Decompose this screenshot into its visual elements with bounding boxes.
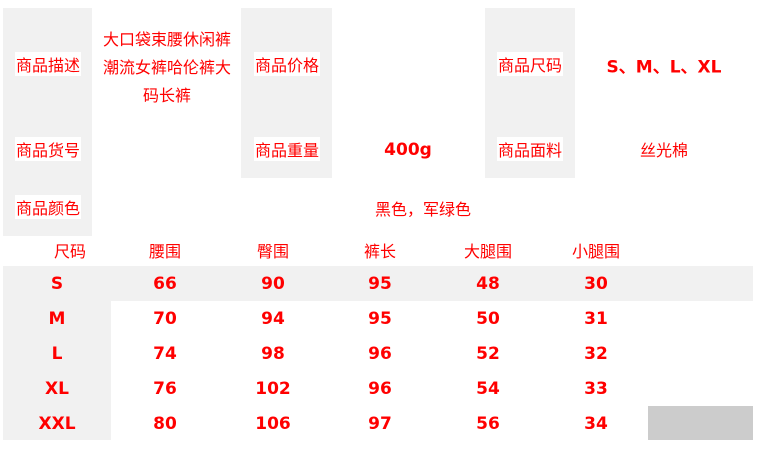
color-value: 黑色，军绿色 <box>374 200 472 219</box>
corner-block <box>648 406 753 440</box>
measure-cell: 97 <box>368 414 392 434</box>
size-cell: S <box>50 274 64 294</box>
color-label: 商品颜色 <box>14 195 82 219</box>
table-header: 尺码 <box>53 242 87 261</box>
table-header: 臀围 <box>256 242 290 261</box>
weight-label: 商品重量 <box>253 137 321 161</box>
size-cell: XL <box>45 379 69 399</box>
measure-cell: 95 <box>368 274 392 294</box>
table-header: 腰围 <box>148 242 182 261</box>
measure-cell: 31 <box>584 309 608 329</box>
measure-cell: 52 <box>476 344 500 364</box>
measure-cell: 76 <box>153 379 177 399</box>
measure-cell: 74 <box>153 344 177 364</box>
measure-cell: 30 <box>584 274 608 294</box>
measure-cell: 70 <box>153 309 177 329</box>
measure-cell: 102 <box>255 379 291 399</box>
measure-cell: 34 <box>584 414 608 434</box>
measure-cell: 95 <box>368 309 392 329</box>
table-header: 大腿围 <box>463 242 513 261</box>
measure-cell: 80 <box>153 414 177 434</box>
row-s-bg <box>3 266 753 301</box>
measure-cell: 96 <box>368 379 392 399</box>
size-cell: M <box>48 309 66 329</box>
measure-cell: 48 <box>476 274 500 294</box>
measure-cell: 98 <box>261 344 285 364</box>
fabric-label: 商品面料 <box>496 137 564 161</box>
size-label: 商品尺码 <box>496 52 564 76</box>
weight-value: 400g <box>384 140 432 160</box>
measure-cell: 54 <box>476 379 500 399</box>
measure-cell: 90 <box>261 274 285 294</box>
table-header: 小腿围 <box>571 242 621 261</box>
size-value: S、M、L、XL <box>606 57 722 78</box>
price-label: 商品价格 <box>253 52 321 76</box>
measure-cell: 32 <box>584 344 608 364</box>
size-cell: L <box>51 344 63 364</box>
desc-value: 大口袋束腰休闲裤潮流女裤哈伦裤大码长裤 <box>102 30 231 105</box>
desc-label: 商品描述 <box>14 52 82 76</box>
measure-cell: 33 <box>584 379 608 399</box>
size-cell: XXL <box>38 414 76 434</box>
table-header: 裤长 <box>363 242 397 261</box>
measure-cell: 96 <box>368 344 392 364</box>
measure-cell: 66 <box>153 274 177 294</box>
measure-cell: 106 <box>255 414 291 434</box>
measure-cell: 56 <box>476 414 500 434</box>
fabric-value: 丝光棉 <box>639 141 689 160</box>
sku-label: 商品货号 <box>14 137 82 161</box>
measure-cell: 50 <box>476 309 500 329</box>
measure-cell: 94 <box>261 309 285 329</box>
